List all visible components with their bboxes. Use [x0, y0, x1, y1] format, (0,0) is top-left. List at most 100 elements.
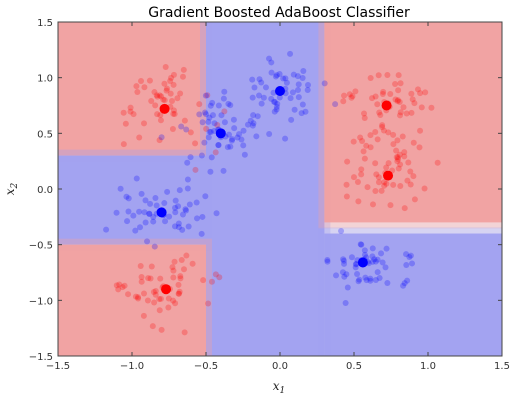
training-point	[271, 99, 278, 106]
training-point	[295, 81, 302, 88]
training-point	[367, 144, 374, 151]
training-point	[120, 141, 127, 148]
training-point	[302, 108, 309, 115]
y-tick-label: −1.0	[29, 296, 53, 307]
training-point	[276, 70, 283, 77]
training-point	[157, 275, 164, 282]
training-point	[372, 277, 379, 284]
training-point	[146, 77, 153, 84]
training-point	[178, 256, 185, 263]
training-point	[416, 144, 423, 151]
training-point	[216, 274, 223, 281]
training-point	[421, 185, 428, 192]
training-point	[358, 241, 365, 248]
training-point	[379, 91, 386, 98]
training-point	[409, 96, 416, 103]
training-point	[134, 88, 141, 95]
blue-point	[215, 128, 226, 139]
training-point	[266, 131, 273, 138]
training-point	[136, 134, 143, 141]
training-point	[401, 149, 408, 156]
training-point	[205, 134, 212, 141]
training-point	[202, 109, 209, 116]
training-point	[341, 260, 348, 267]
training-point	[166, 213, 173, 220]
training-point	[170, 107, 177, 114]
training-point	[158, 134, 165, 141]
training-point	[397, 112, 404, 119]
training-point	[397, 80, 404, 87]
training-point	[221, 108, 228, 115]
training-point	[390, 131, 397, 138]
training-point	[140, 290, 147, 297]
chart-title: Gradient Boosted AdaBoost Classifier	[148, 5, 410, 21]
training-point	[117, 185, 124, 192]
training-point	[268, 69, 275, 76]
training-point	[268, 59, 275, 66]
training-point	[272, 73, 279, 80]
training-point	[153, 202, 160, 209]
training-point	[393, 154, 400, 161]
training-point	[374, 269, 381, 276]
training-point	[170, 71, 177, 78]
training-point	[169, 264, 176, 271]
training-point	[411, 100, 418, 107]
training-point	[196, 111, 203, 118]
training-point	[396, 98, 403, 105]
training-point	[174, 95, 181, 102]
training-point	[422, 89, 429, 96]
training-point	[379, 124, 386, 131]
training-point	[385, 160, 392, 167]
training-point	[163, 85, 170, 92]
training-point	[132, 293, 139, 300]
training-point	[304, 82, 311, 89]
training-point	[157, 112, 164, 119]
training-point	[390, 181, 397, 188]
decision-region	[58, 244, 206, 356]
training-point	[215, 142, 222, 149]
training-point	[130, 111, 137, 118]
training-point	[266, 55, 273, 62]
training-point	[407, 181, 414, 188]
training-point	[363, 277, 370, 284]
training-point	[133, 83, 140, 90]
training-point	[154, 93, 161, 100]
training-point	[158, 93, 165, 100]
training-point	[150, 218, 157, 225]
training-point	[124, 218, 131, 225]
training-point	[142, 197, 149, 204]
training-point	[172, 300, 179, 307]
training-point	[355, 278, 362, 285]
training-point	[406, 253, 413, 260]
training-point	[375, 179, 382, 186]
y-ticks: 1.5 1.0 0.5 0.0 −0.5 −1.0 −1.5	[29, 18, 502, 363]
training-point	[408, 90, 415, 97]
training-point	[208, 154, 215, 161]
training-point	[373, 171, 380, 178]
training-point	[400, 104, 407, 111]
training-point	[287, 50, 294, 57]
training-point	[282, 75, 289, 82]
training-point	[140, 312, 147, 319]
training-point	[401, 280, 408, 287]
training-point	[282, 135, 289, 142]
blue-point	[275, 86, 285, 97]
training-point	[200, 277, 207, 284]
training-point	[367, 275, 374, 282]
training-point	[341, 273, 348, 280]
training-point	[369, 245, 376, 252]
training-point	[192, 140, 199, 147]
training-point	[178, 123, 185, 130]
training-point	[170, 297, 177, 304]
training-point	[294, 73, 301, 80]
training-point	[183, 126, 190, 133]
training-point	[146, 210, 153, 217]
training-point	[290, 71, 297, 78]
training-point	[127, 104, 134, 111]
training-point	[338, 228, 345, 235]
training-point	[393, 147, 400, 154]
training-point	[209, 99, 216, 106]
decision-region	[206, 22, 325, 356]
training-point	[395, 156, 402, 163]
training-point	[189, 260, 196, 267]
